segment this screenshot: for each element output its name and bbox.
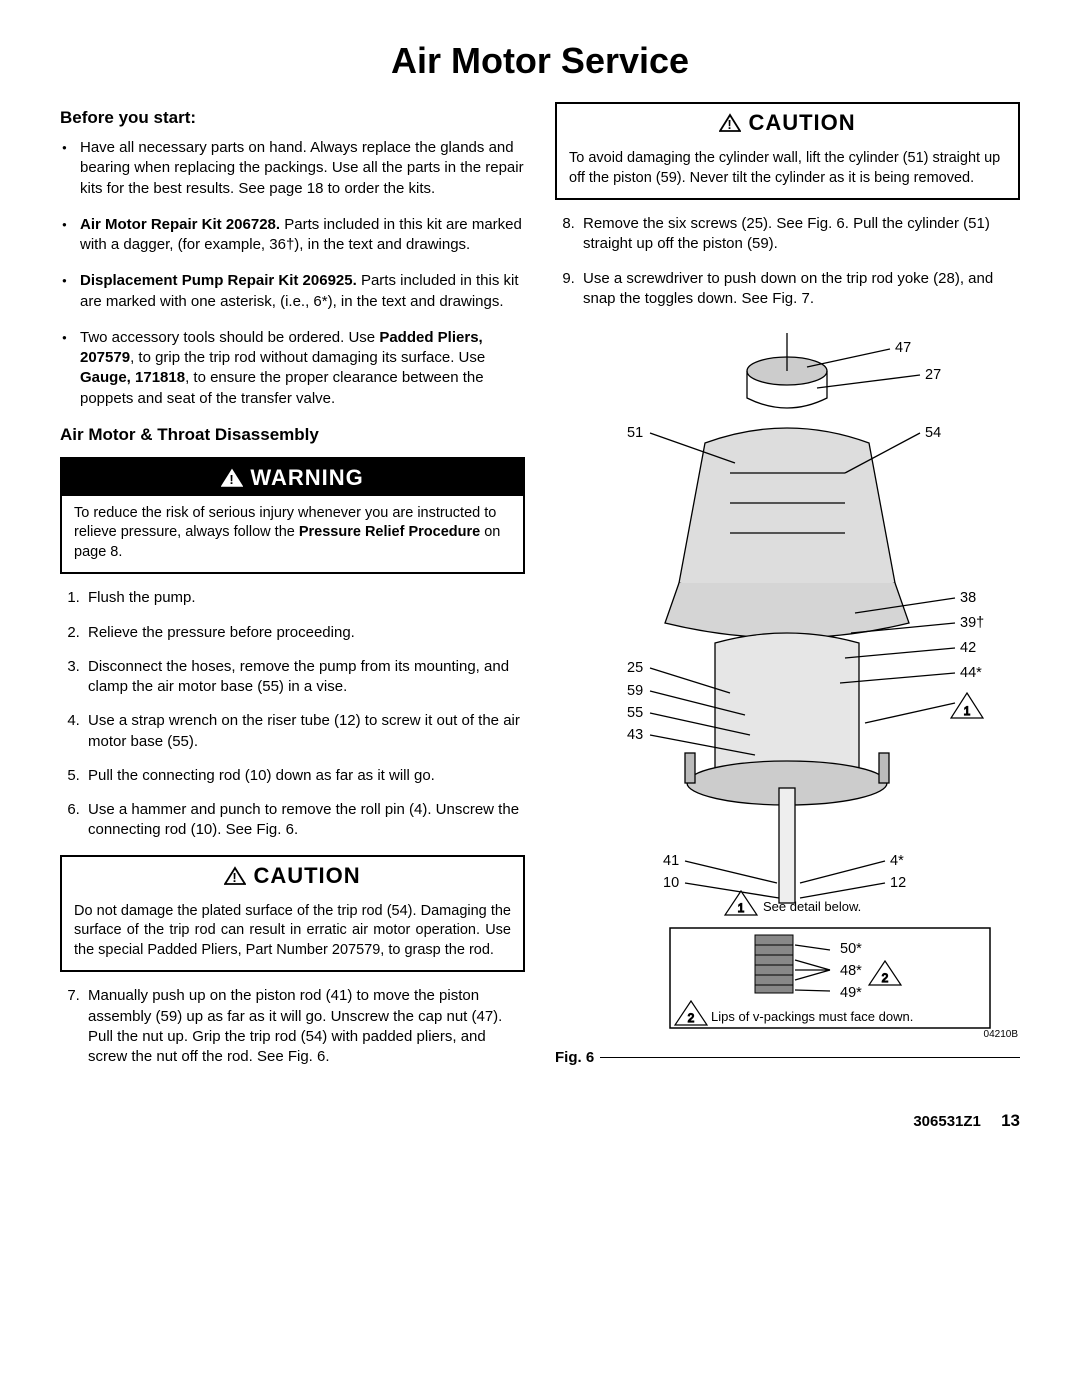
step-item: Flush the pump. <box>84 588 525 608</box>
right-column: ! CAUTION To avoid damaging the cylinder… <box>555 102 1020 1081</box>
text: Have all necessary parts on hand. Always… <box>80 139 524 197</box>
part-label-49: 49* <box>840 985 862 1001</box>
step-item: Remove the six screws (25). See Fig. 6. … <box>579 214 1020 255</box>
caution-icon: ! <box>224 863 246 889</box>
part-label-27: 27 <box>925 367 941 383</box>
kit-name: Air Motor Repair Kit 206728. <box>80 216 280 233</box>
part-label-25: 25 <box>627 660 643 676</box>
caution-callout-2: ! CAUTION To avoid damaging the cylinder… <box>555 102 1020 200</box>
svg-text:2: 2 <box>688 1011 695 1025</box>
caution-header: ! CAUTION <box>557 104 1018 141</box>
svg-text:1: 1 <box>738 901 745 915</box>
svg-text:1: 1 <box>964 704 971 718</box>
part-label-47: 47 <box>895 340 911 356</box>
page-footer: 306531Z1 13 <box>60 1111 1020 1131</box>
text: , to grip the trip rod without damaging … <box>130 349 485 366</box>
part-label-43: 43 <box>627 727 643 743</box>
image-code: 04210B <box>984 1029 1018 1040</box>
step-item: Relieve the pressure before proceeding. <box>84 623 525 643</box>
bullet-item: Displacement Pump Repair Kit 206925. Par… <box>80 271 525 312</box>
part-label-42: 42 <box>960 640 976 656</box>
figure-label-row: Fig. 6 <box>555 1049 1020 1066</box>
part-label-54: 54 <box>925 425 941 441</box>
svg-text:!: ! <box>230 472 235 487</box>
part-label-50: 50* <box>840 941 862 957</box>
disassembly-heading: Air Motor & Throat Disassembly <box>60 425 525 445</box>
part-label-10: 10 <box>663 875 679 891</box>
part-label-4: 4* <box>890 853 904 869</box>
warning-label: WARNING <box>250 465 363 490</box>
page-title: Air Motor Service <box>60 40 1020 82</box>
part-label-51: 51 <box>627 425 643 441</box>
svg-text:!: ! <box>233 870 238 885</box>
step-item: Use a hammer and punch to remove the rol… <box>84 800 525 841</box>
part-label-12: 12 <box>890 875 906 891</box>
step-item: Use a strap wrench on the riser tube (12… <box>84 711 525 752</box>
part-label-55: 55 <box>627 705 643 721</box>
detail-note: See detail below. <box>763 899 861 914</box>
bullet-item: Have all necessary parts on hand. Always… <box>80 138 525 199</box>
caution-label: CAUTION <box>748 110 855 135</box>
air-motor-exploded-drawing: 1 <box>555 323 1020 1043</box>
part-label-48: 48* <box>840 963 862 979</box>
procedure-name: Pressure Relief Procedure <box>299 524 480 540</box>
step-item: Pull the connecting rod (10) down as far… <box>84 766 525 786</box>
caution-body: Do not damage the plated surface of the … <box>62 894 523 971</box>
before-you-start-heading: Before you start: <box>60 108 525 128</box>
bullet-item: Air Motor Repair Kit 206728. Parts inclu… <box>80 215 525 256</box>
lips-note: Lips of v-packings must face down. <box>711 1009 913 1024</box>
step-item: Disconnect the hoses, remove the pump fr… <box>84 657 525 698</box>
part-label-41: 41 <box>663 853 679 869</box>
text: Two accessory tools should be ordered. U… <box>80 329 379 346</box>
kit-name: Displacement Pump Repair Kit 206925. <box>80 272 357 289</box>
steps-list-2: Manually push up on the piston rod (41) … <box>60 986 525 1067</box>
step-item: Use a screwdriver to push down on the tr… <box>579 269 1020 310</box>
steps-list-1: Flush the pump. Relieve the pressure bef… <box>60 588 525 840</box>
doc-number: 306531Z1 <box>913 1113 981 1130</box>
caution-body: To avoid damaging the cylinder wall, lif… <box>557 141 1018 198</box>
before-bullet-list: Have all necessary parts on hand. Always… <box>60 138 525 409</box>
part-label-44: 44* <box>960 665 982 681</box>
two-column-layout: Before you start: Have all necessary par… <box>60 102 1020 1081</box>
caution-icon: ! <box>719 110 741 136</box>
caution-callout-1: ! CAUTION Do not damage the plated surfa… <box>60 855 525 973</box>
warning-callout: ! WARNING To reduce the risk of serious … <box>60 457 525 575</box>
figure-6-diagram: 1 <box>555 323 1020 1043</box>
svg-text:2: 2 <box>882 971 889 985</box>
step-item: Manually push up on the piston rod (41) … <box>84 986 525 1067</box>
warning-header: ! WARNING <box>62 459 523 496</box>
warning-icon: ! <box>221 465 243 491</box>
part-label-59: 59 <box>627 683 643 699</box>
rule-line <box>600 1057 1020 1059</box>
warning-body: To reduce the risk of serious injury whe… <box>62 496 523 573</box>
caution-label: CAUTION <box>253 863 360 888</box>
page-number: 13 <box>1001 1111 1020 1130</box>
figure-label: Fig. 6 <box>555 1049 594 1066</box>
left-column: Before you start: Have all necessary par… <box>60 102 525 1081</box>
bullet-item: Two accessory tools should be ordered. U… <box>80 328 525 409</box>
caution-header: ! CAUTION <box>62 857 523 894</box>
svg-text:!: ! <box>728 117 733 132</box>
tool-name: Gauge, 171818 <box>80 369 185 386</box>
steps-list-3: Remove the six screws (25). See Fig. 6. … <box>555 214 1020 309</box>
part-label-39: 39† <box>960 615 984 631</box>
part-label-38: 38 <box>960 590 976 606</box>
